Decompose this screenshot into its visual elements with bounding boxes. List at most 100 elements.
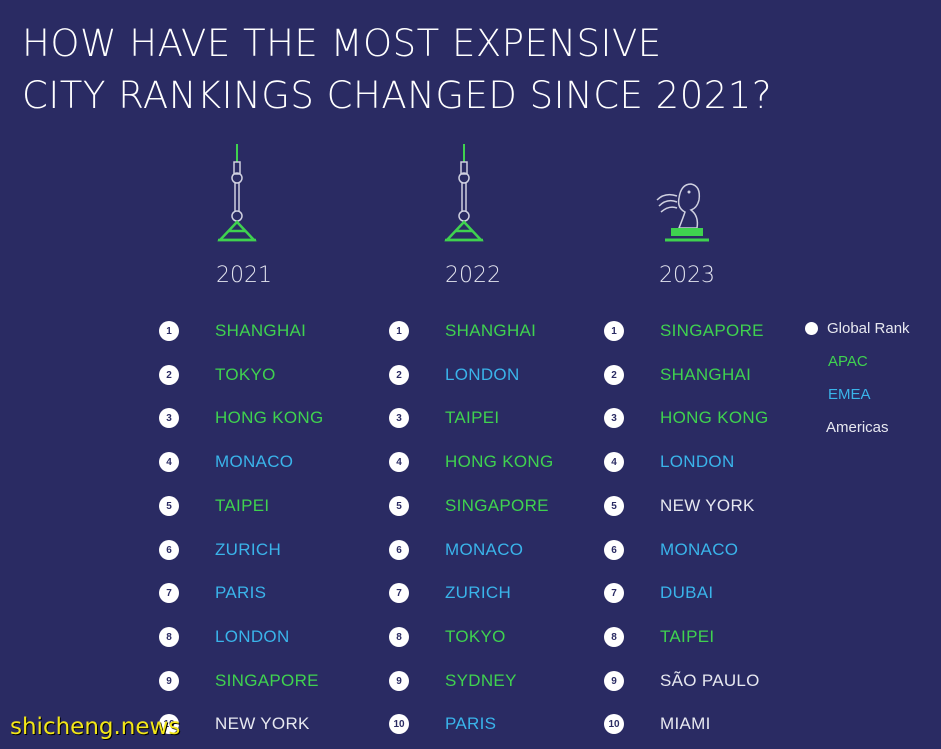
rank-badge: 5: [389, 496, 409, 516]
city-name: SINGAPORE: [445, 496, 549, 515]
ranking-row: 1 SINGAPORE: [604, 318, 764, 344]
city-name: TAIPEI: [215, 496, 270, 515]
page-title: HOW HAVE THE MOST EXPENSIVE CITY RANKING…: [22, 18, 772, 122]
rank-badge: 2: [159, 365, 179, 385]
city-name: TAIPEI: [660, 627, 715, 646]
city-name: NEW YORK: [660, 496, 755, 515]
legend-emea: EMEA: [828, 386, 871, 403]
rank-badge: 9: [159, 671, 179, 691]
legend-global-rank-label: Global Rank: [827, 320, 910, 337]
ranking-row: 10 NEW YORK: [159, 711, 310, 737]
city-name: SÃO PAULO: [660, 671, 760, 690]
ranking-row: 5 TAIPEI: [159, 493, 269, 519]
ranking-row: 9 SINGAPORE: [159, 668, 319, 694]
ranking-row: 7 PARIS: [159, 580, 266, 606]
ranking-row: 7 DUBAI: [604, 580, 713, 606]
city-name: LONDON: [660, 452, 735, 471]
rank-badge: 8: [604, 627, 624, 647]
tower-icon: [444, 144, 484, 242]
city-name: HONG KONG: [215, 408, 324, 427]
rank-badge: 1: [389, 321, 409, 341]
rank-badge: 3: [604, 408, 624, 428]
rank-badge: 7: [159, 583, 179, 603]
legend-americas: Americas: [826, 419, 889, 436]
rank-badge: 6: [159, 540, 179, 560]
ranking-row: 4 LONDON: [604, 449, 735, 475]
ranking-row: 5 NEW YORK: [604, 493, 755, 519]
ranking-row: 6 MONACO: [389, 537, 523, 563]
city-name: MONACO: [660, 540, 739, 559]
ranking-row: 8 TAIPEI: [604, 624, 714, 650]
rank-badge: 10: [604, 714, 624, 734]
city-name: MONACO: [215, 452, 294, 471]
ranking-row: 6 MONACO: [604, 537, 738, 563]
ranking-row: 10 MIAMI: [604, 711, 711, 737]
merlion-icon: [656, 183, 709, 242]
year-label-2021: 2021: [216, 263, 272, 288]
legend-global-rank: Global Rank: [805, 312, 910, 345]
city-name: TOKYO: [215, 365, 276, 384]
ranking-row: 3 TAIPEI: [389, 405, 499, 431]
rank-badge: 8: [389, 627, 409, 647]
rank-badge: 1: [159, 321, 179, 341]
rank-badge: 2: [389, 365, 409, 385]
city-name: DUBAI: [660, 583, 714, 602]
rank-badge: 2: [604, 365, 624, 385]
ranking-row: 4 HONG KONG: [389, 449, 554, 475]
city-name: PARIS: [445, 714, 497, 733]
ranking-row: 7 ZURICH: [389, 580, 511, 606]
city-name: LONDON: [445, 365, 520, 384]
rank-badge: 7: [389, 583, 409, 603]
rank-badge: 4: [389, 452, 409, 472]
ranking-row: 1 SHANGHAI: [159, 318, 306, 344]
rank-badge: 9: [389, 671, 409, 691]
ranking-row: 5 SINGAPORE: [389, 493, 549, 519]
rank-badge: 6: [389, 540, 409, 560]
city-name: SHANGHAI: [660, 365, 752, 384]
title-line-1: HOW HAVE THE MOST EXPENSIVE: [22, 22, 662, 65]
year-label-2022: 2022: [445, 263, 501, 288]
city-name: ZURICH: [445, 583, 512, 602]
year-label-2023: 2023: [659, 263, 715, 288]
rank-badge: 3: [159, 408, 179, 428]
rank-badge: 4: [604, 452, 624, 472]
city-name: TAIPEI: [445, 408, 500, 427]
city-name: HONG KONG: [445, 452, 554, 471]
rank-badge: 7: [604, 583, 624, 603]
rank-badge: 6: [604, 540, 624, 560]
rank-badge: 8: [159, 627, 179, 647]
legend: Global Rank APAC EMEA Americas: [805, 312, 910, 444]
city-name: MONACO: [445, 540, 524, 559]
ranking-row: 3 HONG KONG: [604, 405, 769, 431]
city-name: SHANGHAI: [445, 321, 537, 340]
ranking-row: 8 TOKYO: [389, 624, 506, 650]
city-name: NEW YORK: [215, 714, 310, 733]
ranking-row: 4 MONACO: [159, 449, 293, 475]
city-name: SHANGHAI: [215, 321, 307, 340]
city-name: SINGAPORE: [660, 321, 764, 340]
ranking-row: 1 SHANGHAI: [389, 318, 536, 344]
ranking-row: 3 HONG KONG: [159, 405, 324, 431]
rank-badge: 4: [159, 452, 179, 472]
city-name: PARIS: [215, 583, 267, 602]
ranking-row: 8 LONDON: [159, 624, 290, 650]
city-name: HONG KONG: [660, 408, 769, 427]
rank-badge: 3: [389, 408, 409, 428]
title-line-2: CITY RANKINGS CHANGED SINCE 2021?: [22, 74, 772, 117]
ranking-row: 2 SHANGHAI: [604, 362, 751, 388]
ranking-row: 6 ZURICH: [159, 537, 281, 563]
ranking-row: 2 LONDON: [389, 362, 520, 388]
rank-badge: 5: [604, 496, 624, 516]
rank-badge: 9: [604, 671, 624, 691]
city-name: TOKYO: [445, 627, 506, 646]
city-name: MIAMI: [660, 714, 711, 733]
watermark: shicheng.news: [10, 714, 181, 740]
rank-badge: 10: [159, 714, 179, 734]
legend-apac: APAC: [828, 353, 868, 370]
tower-icon: [217, 144, 257, 242]
ranking-row: 2 TOKYO: [159, 362, 276, 388]
ranking-row: 10 PARIS: [389, 711, 496, 737]
city-name: LONDON: [215, 627, 290, 646]
rank-badge: 1: [604, 321, 624, 341]
ranking-row: 9 SYDNEY: [389, 668, 517, 694]
